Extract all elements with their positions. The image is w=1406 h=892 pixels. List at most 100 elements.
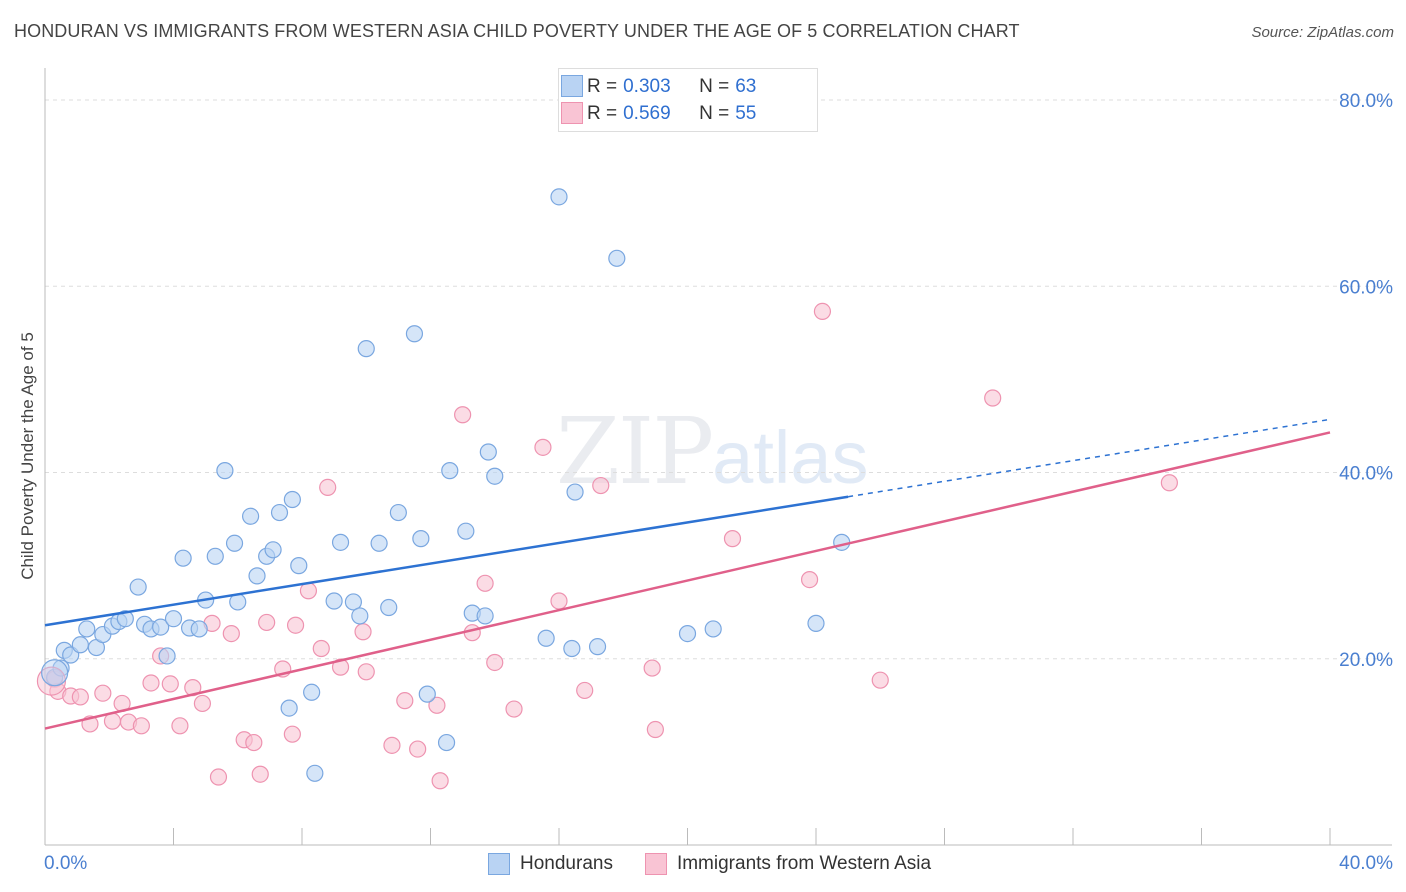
point-hondurans	[537, 629, 555, 647]
point-hondurans	[566, 483, 584, 501]
point-hondurans	[206, 547, 224, 565]
point-western-asia	[193, 694, 212, 713]
point-western-asia	[592, 476, 610, 495]
point-hondurans	[325, 592, 343, 610]
point-hondurans	[588, 638, 607, 656]
point-hondurans	[486, 467, 504, 485]
point-western-asia	[354, 623, 372, 641]
point-hondurans	[158, 647, 176, 665]
point-hondurans	[563, 639, 581, 658]
point-hondurans-cluster	[41, 659, 69, 687]
point-hondurans	[370, 534, 388, 552]
point-hondurans	[807, 614, 825, 632]
point-western-asia	[312, 639, 330, 658]
point-hondurans	[405, 325, 424, 343]
point-hondurans	[216, 462, 234, 480]
point-western-asia	[396, 692, 414, 710]
point-western-asia	[409, 740, 427, 758]
point-western-asia	[813, 302, 832, 320]
legend-swatch-pink	[561, 102, 583, 124]
watermark-atlas: atlas	[712, 416, 869, 499]
point-hondurans	[280, 699, 298, 717]
y-tick-label: 80.0%	[1339, 91, 1393, 112]
point-hondurans	[412, 530, 430, 548]
point-western-asia-cluster	[36, 666, 67, 696]
y-tick-label: 20.0%	[1339, 650, 1393, 671]
point-hondurans	[270, 503, 289, 522]
x-tick-label: 40.0%	[1339, 853, 1393, 874]
point-hondurans	[248, 567, 266, 585]
point-hondurans	[344, 593, 362, 611]
legend-label-western-asia: Immigrants from Western Asia	[676, 853, 932, 874]
legend-label-hondurans: Hondurans	[520, 853, 613, 874]
point-western-asia	[283, 725, 301, 743]
point-hondurans	[437, 733, 456, 752]
trendline-hondurans-projection	[848, 418, 1331, 498]
legend-item-hondurans: Hondurans	[488, 853, 613, 875]
point-western-asia	[357, 663, 375, 681]
point-hondurans	[441, 462, 459, 480]
point-hondurans	[129, 578, 147, 596]
legend-item-western-asia: Immigrants from Western Asia	[644, 853, 932, 875]
point-hondurans	[164, 610, 183, 628]
point-hondurans	[380, 598, 398, 617]
x-tick-label: 0.0%	[44, 853, 87, 874]
point-western-asia	[431, 772, 449, 790]
legend-row-western-asia: R = 0.569 N = 55	[561, 102, 756, 126]
point-hondurans	[290, 557, 308, 575]
point-hondurans	[476, 607, 494, 625]
point-hondurans	[116, 610, 134, 628]
y-tick-label: 60.0%	[1339, 277, 1393, 298]
watermark: ZIPatlas	[556, 398, 868, 505]
point-western-asia	[723, 530, 742, 548]
point-western-asia	[428, 696, 446, 714]
point-western-asia	[486, 653, 504, 672]
point-western-asia	[161, 675, 179, 693]
point-western-asia	[331, 658, 350, 676]
legend-r-value: 0.303	[623, 76, 671, 97]
chart-title: HONDURAN VS IMMIGRANTS FROM WESTERN ASIA…	[14, 21, 1020, 41]
y-tick-label: 40.0%	[1339, 464, 1393, 485]
point-hondurans	[479, 443, 497, 461]
point-hondurans	[457, 522, 475, 540]
trendline-hondurans	[44, 495, 849, 627]
point-western-asia	[71, 688, 89, 706]
point-hondurans	[331, 533, 350, 551]
point-western-asia	[505, 700, 523, 718]
point-western-asia	[319, 478, 337, 496]
correlation-legend: R = 0.303 N = 63 R = 0.569 N = 55	[558, 68, 818, 132]
point-western-asia	[142, 674, 160, 692]
point-western-asia	[286, 616, 305, 634]
legend-n-key: N =	[699, 103, 730, 124]
point-western-asia	[251, 765, 269, 783]
point-hondurans	[190, 620, 208, 638]
legend-swatch-blue	[561, 75, 583, 97]
trendline-western-asia	[44, 431, 1331, 730]
point-hondurans	[152, 618, 170, 636]
legend-r-key: R =	[587, 103, 618, 124]
point-hondurans	[351, 607, 369, 625]
point-hondurans	[71, 636, 89, 654]
point-hondurans	[264, 541, 282, 559]
watermark-zip: ZIP	[556, 398, 714, 505]
point-western-asia	[646, 720, 664, 739]
legend-n-value: 63	[735, 76, 757, 97]
legend-r-key: R =	[587, 76, 618, 97]
point-western-asia	[258, 613, 276, 632]
point-western-asia	[800, 570, 819, 589]
point-hondurans	[174, 549, 192, 567]
point-western-asia	[871, 671, 889, 689]
point-western-asia	[209, 768, 228, 786]
point-hondurans	[303, 683, 321, 701]
legend-row-hondurans: R = 0.303 N = 63	[561, 75, 757, 99]
point-western-asia	[534, 438, 552, 456]
series-legend: Hondurans Immigrants from Western Asia	[488, 852, 963, 876]
source-credit: Source: ZipAtlas.com	[1251, 24, 1394, 41]
point-western-asia	[245, 733, 263, 752]
point-western-asia	[984, 389, 1002, 407]
point-western-asia	[550, 592, 568, 610]
point-hondurans	[283, 490, 301, 509]
point-hondurans	[78, 620, 96, 638]
point-western-asia	[476, 574, 494, 592]
